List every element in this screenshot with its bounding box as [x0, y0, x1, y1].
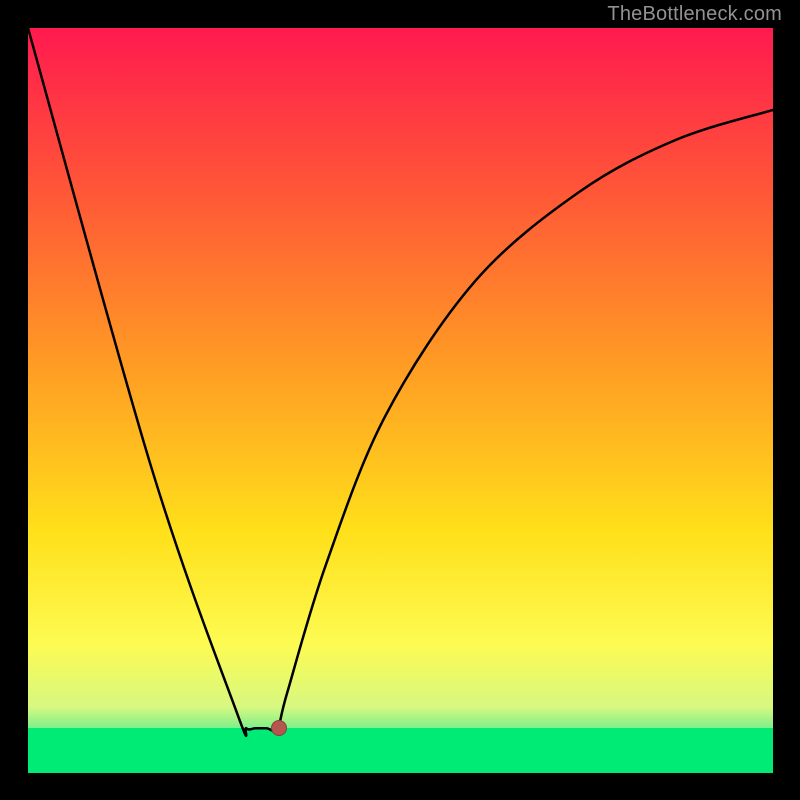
chart-bottom-band: [28, 728, 773, 773]
watermark-text: TheBottleneck.com: [607, 3, 782, 26]
chart-plot-area: [28, 28, 773, 773]
chart-gradient-background: [28, 28, 773, 728]
